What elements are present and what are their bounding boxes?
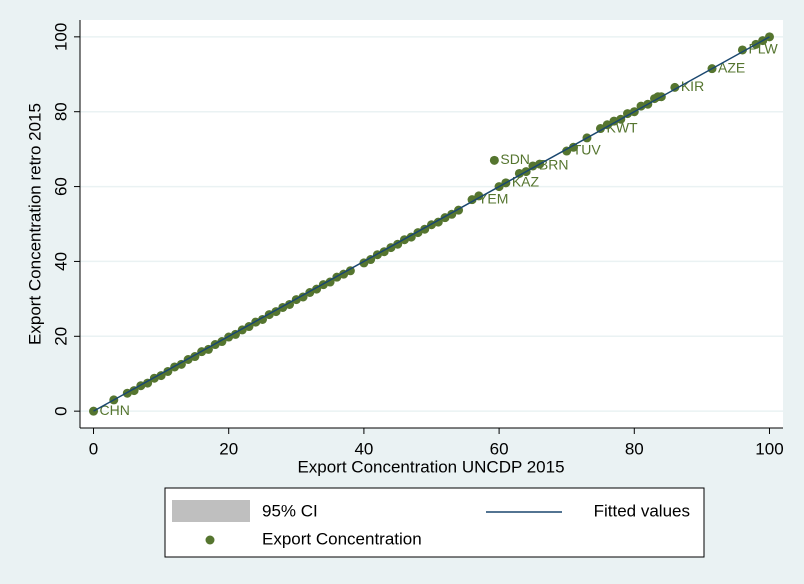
point <box>129 386 139 396</box>
legend-label: Export Concentration <box>262 529 422 548</box>
point <box>595 124 605 134</box>
point <box>602 120 612 130</box>
point-label: SDN <box>500 151 530 167</box>
point-label: CHN <box>100 402 130 418</box>
point-label: AZE <box>718 59 745 75</box>
point <box>609 116 619 126</box>
point <box>285 299 295 309</box>
legend-label: Fitted values <box>594 501 690 520</box>
x-tick-label: 60 <box>490 439 509 458</box>
point <box>230 329 240 339</box>
y-tick-label: 60 <box>51 177 70 196</box>
legend-swatch <box>172 500 250 522</box>
x-tick-label: 40 <box>354 439 373 458</box>
legend-swatch <box>205 535 215 545</box>
point-label: TUV <box>573 142 602 158</box>
point <box>176 359 186 369</box>
legend-label: 95% CI <box>262 501 318 520</box>
point <box>528 161 538 171</box>
fitted-line <box>93 36 770 412</box>
point <box>670 82 680 92</box>
x-axis-title: Export Concentration UNCDP 2015 <box>297 457 564 476</box>
point <box>636 101 646 111</box>
y-tick-label: 100 <box>51 23 70 51</box>
legend <box>164 487 705 558</box>
y-tick-label: 20 <box>51 327 70 346</box>
x-tick-label: 100 <box>755 439 783 458</box>
point <box>406 232 416 242</box>
point <box>514 168 524 178</box>
point <box>489 155 499 165</box>
point <box>737 45 747 55</box>
point <box>325 277 335 287</box>
x-tick-label: 0 <box>89 439 98 458</box>
point <box>562 146 572 156</box>
point <box>623 109 633 119</box>
point <box>143 378 153 388</box>
point <box>474 191 484 201</box>
x-tick-label: 80 <box>625 439 644 458</box>
x-tick-label: 20 <box>219 439 238 458</box>
point-label: YEM <box>478 190 508 206</box>
y-tick-label: 0 <box>51 406 70 415</box>
point <box>568 142 578 152</box>
y-tick-label: 40 <box>51 252 70 271</box>
point <box>203 344 213 354</box>
point <box>156 371 166 381</box>
point <box>345 266 355 276</box>
point <box>433 217 443 227</box>
y-axis-title: Export Concentration retro 2015 <box>25 103 44 345</box>
point <box>467 195 477 205</box>
y-tick-label: 80 <box>51 102 70 121</box>
point-label: KIR <box>681 78 704 94</box>
point <box>366 255 376 265</box>
point <box>258 314 268 324</box>
point <box>298 292 308 302</box>
